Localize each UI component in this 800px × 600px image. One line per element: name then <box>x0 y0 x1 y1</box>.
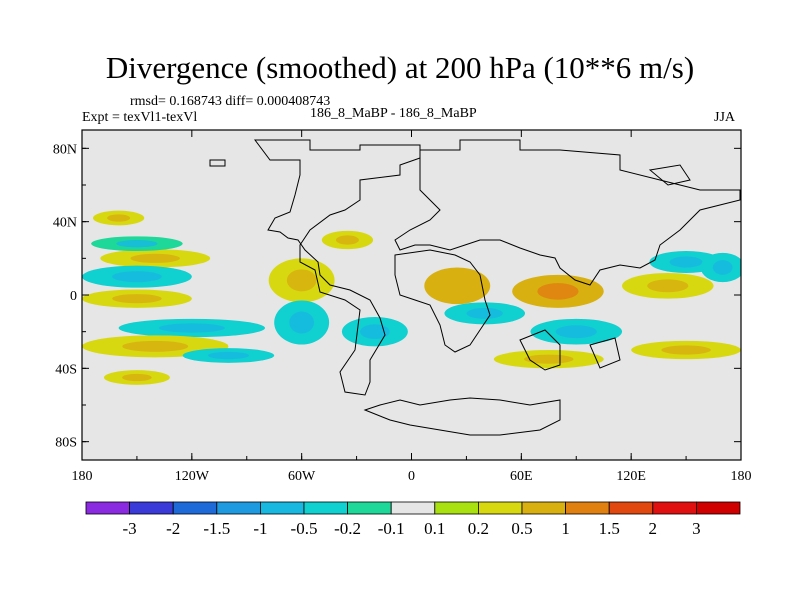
y-tick-label-0: 80N <box>53 142 77 157</box>
colorbar-label-5: -0.2 <box>334 519 361 538</box>
season-label: JJA <box>714 110 736 125</box>
coastline-segment-2 <box>394 249 491 353</box>
region-core-12 <box>335 235 359 245</box>
colorbar-label-10: 1 <box>561 519 570 538</box>
region-core-3 <box>112 271 162 283</box>
plot-area <box>82 130 741 460</box>
region-core-5 <box>158 323 225 333</box>
x-tick-label-5: 120E <box>616 469 646 484</box>
colorbar-swatch-14 <box>696 501 741 515</box>
region-core-11 <box>360 324 390 339</box>
region-core-6 <box>122 340 189 352</box>
region-core-0 <box>130 253 180 263</box>
colorbar: -3 -2 -1.5 -1 -0.5 -0.2 -0.1 0.1 0.2 0.5 1 1.5 2 3 <box>85 501 741 538</box>
rmsd-diff-label: rmsd= 0.168743 diff= 0.000408743 <box>130 94 331 109</box>
colorbar-swatch-3 <box>216 501 261 515</box>
colorbar-swatch-0 <box>85 501 130 515</box>
colorbar-swatch-11 <box>565 501 610 515</box>
region-core-17 <box>647 279 689 293</box>
colorbar-swatch-5 <box>303 501 348 515</box>
region-core-15 <box>537 283 579 300</box>
divergence-fields <box>82 210 741 385</box>
coastline <box>209 139 741 436</box>
colorbar-swatch-13 <box>652 501 697 515</box>
region-core-7 <box>207 351 250 360</box>
region-core-9 <box>286 269 317 292</box>
colorbar-label-11: 1.5 <box>599 519 620 538</box>
colorbar-label-0: -3 <box>123 519 137 538</box>
region-core-16 <box>555 325 597 339</box>
x-tick-label-0: 180 <box>72 469 93 484</box>
coastline-segment-4 <box>589 337 621 369</box>
y-tick-label-2: 0 <box>70 289 77 304</box>
coastline-segment-5 <box>648 164 691 186</box>
plot-background <box>82 130 741 460</box>
colorbar-swatch-1 <box>129 501 174 515</box>
colorbar-label-2: -1.5 <box>203 519 230 538</box>
region-core-19 <box>712 260 733 275</box>
colorbar-swatch-6 <box>347 501 392 515</box>
coastline-segment-7 <box>209 159 226 167</box>
x-tick-label-6: 180 <box>731 469 752 484</box>
colorbar-label-3: -1 <box>253 519 267 538</box>
colorbar-label-7: 0.1 <box>424 519 445 538</box>
x-axis: 180 120W 60W 0 60E 120E 180 <box>72 130 752 484</box>
colorbar-label-8: 0.2 <box>468 519 489 538</box>
y-tick-label-4: 80S <box>55 436 77 451</box>
y-tick-label-1: 40N <box>53 216 77 231</box>
colorbar-swatch-7 <box>390 501 436 515</box>
colorbar-swatch-12 <box>608 501 654 515</box>
coastline-segment-1 <box>394 139 741 286</box>
case-names-label: 186_8_MaBP - 186_8_MaBP <box>310 106 477 121</box>
coastline-segment-3 <box>519 329 561 371</box>
x-tick-label-2: 60W <box>288 469 316 484</box>
colorbar-label-13: 3 <box>692 519 701 538</box>
region-core-13 <box>442 276 473 296</box>
region-core-21 <box>661 345 711 355</box>
colorbar-swatch-10 <box>521 501 566 515</box>
x-tick-label-1: 120W <box>175 469 210 484</box>
colorbar-swatch-9 <box>477 501 523 515</box>
colorbar-swatch-2 <box>172 501 218 515</box>
x-tick-label-3: 0 <box>408 469 415 484</box>
colorbar-label-1: -2 <box>166 519 180 538</box>
y-tick-label-3: 40S <box>55 362 77 377</box>
experiment-label: Expt = texVl1-texVl <box>82 110 198 125</box>
region-core-4 <box>112 294 162 304</box>
colorbar-label-4: -0.5 <box>291 519 318 538</box>
x-tick-label-4: 60E <box>510 469 533 484</box>
region-core-1 <box>107 214 131 222</box>
region-core-10 <box>289 311 315 334</box>
y-axis: 80N 40N 0 40S 80S <box>53 142 741 451</box>
colorbar-label-6: -0.1 <box>378 519 405 538</box>
region-core-8 <box>122 373 152 382</box>
coastline-segment-6 <box>363 397 561 436</box>
colorbar-swatch-4 <box>259 501 305 515</box>
coastline-segment-0 <box>254 139 421 396</box>
colorbar-swatch-8 <box>434 501 479 515</box>
region-core-20 <box>524 354 574 364</box>
region-core-2 <box>116 240 158 248</box>
colorbar-label-9: 0.5 <box>511 519 532 538</box>
region-core-14 <box>466 307 503 319</box>
region-core-18 <box>669 256 703 268</box>
colorbar-label-12: 2 <box>649 519 658 538</box>
chart-title: Divergence (smoothed) at 200 hPa (10**6 … <box>105 50 695 85</box>
